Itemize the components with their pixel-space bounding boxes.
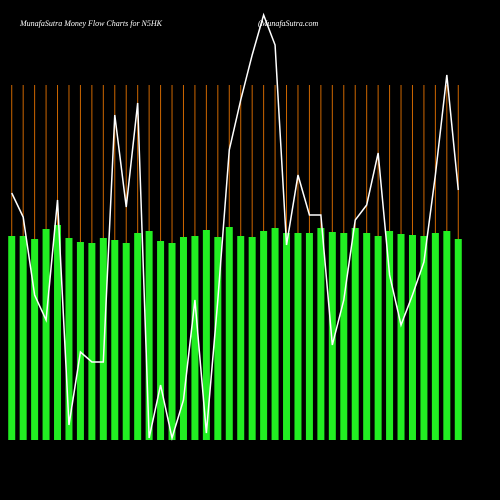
bar — [54, 225, 62, 440]
bar — [408, 235, 416, 440]
bar — [443, 231, 451, 440]
bar — [363, 233, 371, 440]
bar — [225, 227, 233, 440]
chart-title: MunafaSutra Money Flow Charts for N5HK — [19, 19, 163, 28]
bar — [202, 230, 210, 440]
bar — [8, 236, 16, 440]
bar — [134, 233, 142, 440]
bar — [340, 233, 348, 440]
bar — [397, 234, 405, 440]
bar — [386, 231, 394, 440]
bar — [88, 243, 96, 440]
bar — [145, 231, 153, 440]
bar — [42, 229, 50, 440]
bar — [168, 243, 176, 440]
chart-subtitle: (MunafaSutra.com — [258, 19, 318, 28]
money-flow-line — [11, 12, 460, 441]
bar — [111, 240, 119, 440]
bar — [351, 228, 359, 440]
bar — [179, 237, 187, 440]
bar — [328, 232, 336, 440]
bar — [122, 243, 130, 440]
bar — [31, 239, 39, 440]
bar — [271, 228, 279, 440]
bar — [76, 242, 84, 440]
bar — [283, 233, 291, 440]
bar — [420, 236, 428, 440]
bar — [305, 233, 313, 440]
bar — [431, 233, 439, 440]
bar — [157, 241, 165, 440]
bar — [237, 236, 245, 440]
bar — [454, 239, 462, 440]
bar — [260, 231, 268, 440]
bar — [317, 228, 325, 440]
bar — [248, 237, 256, 440]
bar — [99, 238, 107, 440]
bar — [65, 238, 73, 440]
bar — [19, 236, 27, 440]
bar — [294, 233, 302, 440]
bar — [214, 237, 222, 440]
bar — [191, 236, 199, 440]
bar — [374, 236, 382, 440]
